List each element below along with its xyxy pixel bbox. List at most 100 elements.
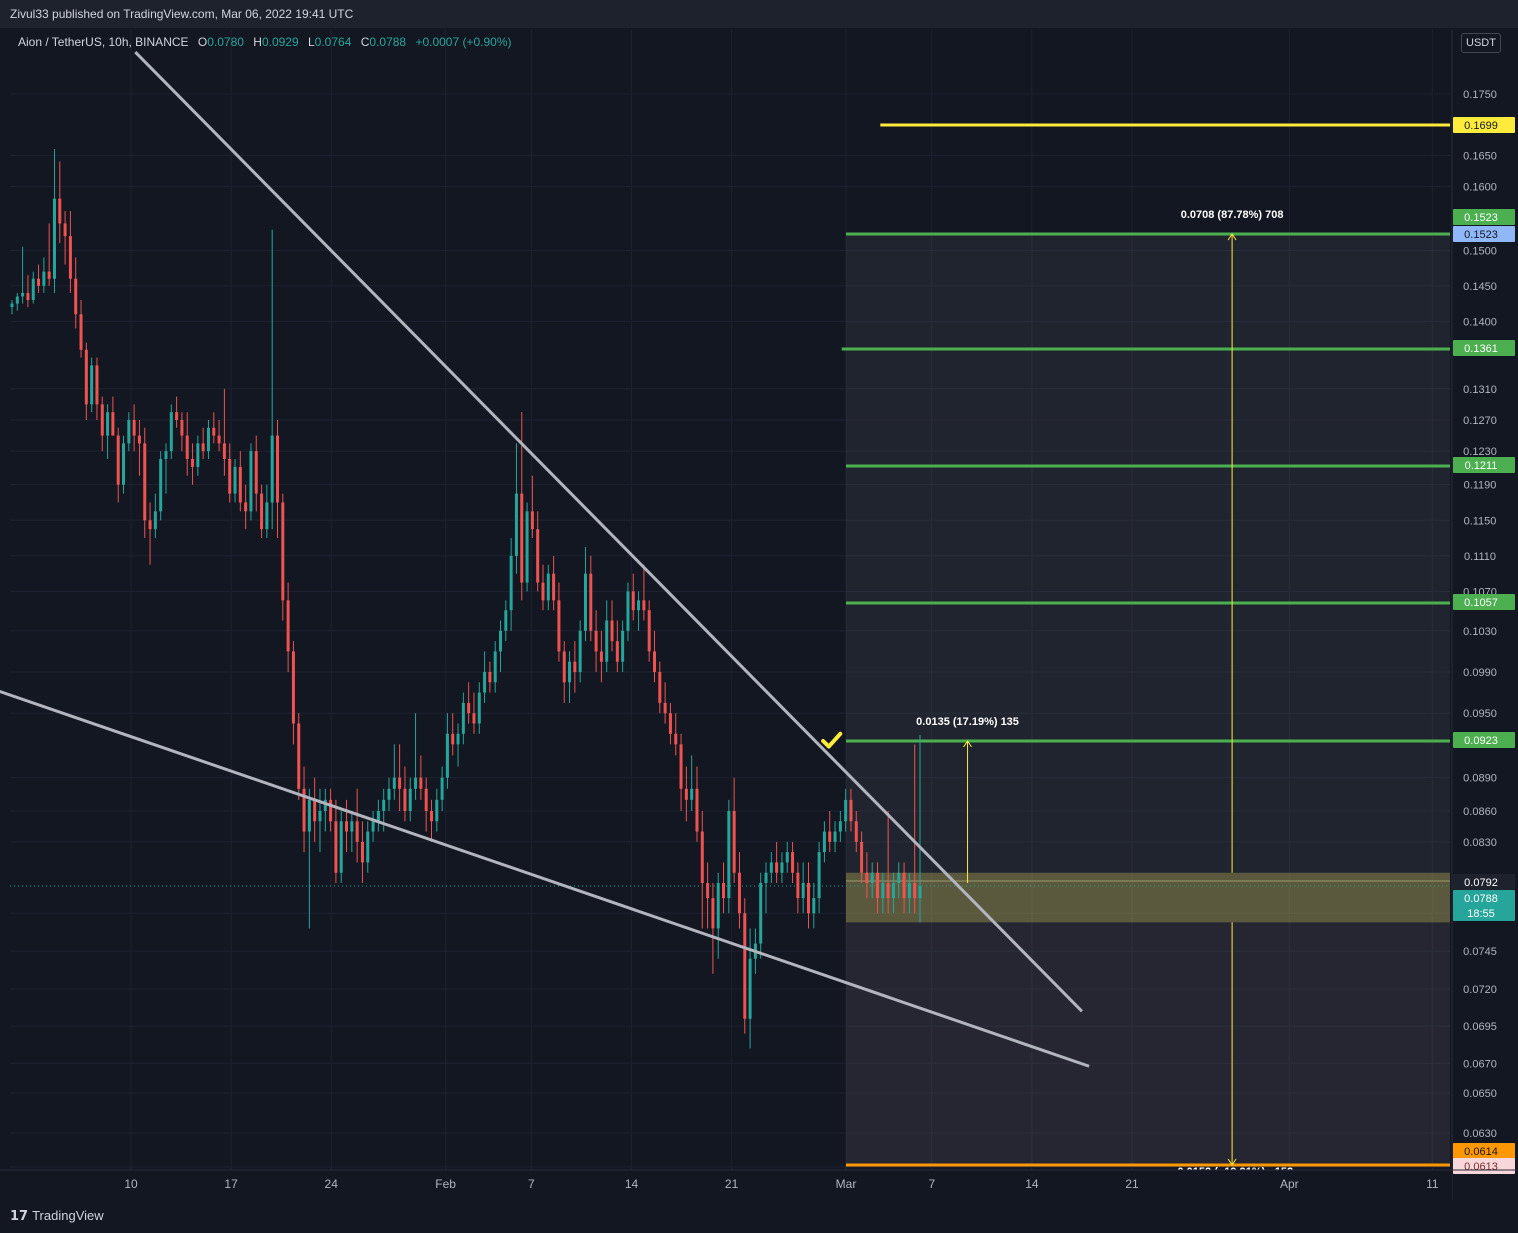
candle-body[interactable] <box>552 573 556 601</box>
candle-body[interactable] <box>90 365 94 405</box>
candle-body[interactable] <box>695 788 699 832</box>
candle-body[interactable] <box>456 733 460 745</box>
trendline[interactable] <box>0 687 1090 1068</box>
candle-body[interactable] <box>15 296 19 304</box>
candle-body[interactable] <box>881 883 885 899</box>
candle-body[interactable] <box>801 883 805 899</box>
candle-body[interactable] <box>642 600 646 611</box>
candle-body[interactable] <box>100 404 104 436</box>
candle-body[interactable] <box>275 435 279 503</box>
candle-body[interactable] <box>191 458 195 467</box>
candle-body[interactable] <box>514 493 518 556</box>
candle-body[interactable] <box>626 591 630 631</box>
candle-body[interactable] <box>84 349 88 405</box>
symbol-info[interactable]: Aion / TetherUS, 10h, BINANCE <box>18 35 189 49</box>
candle-body[interactable] <box>658 672 662 703</box>
candle-body[interactable] <box>483 672 487 693</box>
candle-body[interactable] <box>780 862 784 873</box>
candle-body[interactable] <box>891 883 895 899</box>
candle-body[interactable] <box>382 799 386 811</box>
candle-body[interactable] <box>10 303 14 308</box>
candle-body[interactable] <box>228 458 232 494</box>
candle-body[interactable] <box>58 198 62 224</box>
candle-body[interactable] <box>520 493 524 583</box>
candle-body[interactable] <box>137 435 141 444</box>
candle-body[interactable] <box>700 831 704 883</box>
candle-body[interactable] <box>806 883 810 914</box>
candle-body[interactable] <box>339 821 343 873</box>
candle-body[interactable] <box>392 777 396 789</box>
candle-body[interactable] <box>822 831 826 853</box>
candle-body[interactable] <box>499 630 503 652</box>
candle-body[interactable] <box>260 493 264 530</box>
candle-body[interactable] <box>472 713 476 724</box>
candle-body[interactable] <box>769 862 773 873</box>
candle-body[interactable] <box>111 412 115 436</box>
candle-body[interactable] <box>743 913 747 1019</box>
candle-body[interactable] <box>143 443 147 521</box>
candle-body[interactable] <box>509 555 513 611</box>
candle-body[interactable] <box>525 511 529 583</box>
candle-body[interactable] <box>876 872 880 899</box>
candle-body[interactable] <box>849 799 853 822</box>
candle-body[interactable] <box>95 365 99 405</box>
candle-body[interactable] <box>440 777 444 800</box>
candle-body[interactable] <box>445 733 449 778</box>
candle-body[interactable] <box>249 451 253 512</box>
candle-body[interactable] <box>451 733 455 745</box>
candle-body[interactable] <box>477 692 481 724</box>
trendline[interactable] <box>134 51 1084 1013</box>
candle-body[interactable] <box>254 451 258 494</box>
candle-body[interactable] <box>759 883 763 944</box>
candle-body[interactable] <box>812 898 816 914</box>
candle-body[interactable] <box>350 821 354 832</box>
candle-body[interactable] <box>897 872 901 883</box>
candle-body[interactable] <box>31 278 35 301</box>
candle-body[interactable] <box>387 788 391 800</box>
candle-body[interactable] <box>599 651 603 662</box>
candle-body[interactable] <box>557 600 561 652</box>
candle-body[interactable] <box>621 630 625 662</box>
candle-body[interactable] <box>159 458 163 512</box>
candle-body[interactable] <box>589 573 593 631</box>
candle-body[interactable] <box>886 883 890 899</box>
candle-body[interactable] <box>727 811 731 899</box>
candle-body[interactable] <box>302 788 306 832</box>
candle-body[interactable] <box>265 502 269 530</box>
candle-body[interactable] <box>610 620 614 642</box>
candle-body[interactable] <box>360 841 364 863</box>
candle-body[interactable] <box>913 883 917 899</box>
candle-body[interactable] <box>419 777 423 789</box>
candle-body[interactable] <box>47 271 51 279</box>
candle-body[interactable] <box>307 799 311 832</box>
candle-body[interactable] <box>817 852 821 899</box>
candle-body[interactable] <box>775 862 779 873</box>
candle-body[interactable] <box>637 600 641 611</box>
candle-body[interactable] <box>578 630 582 672</box>
candle-body[interactable] <box>647 610 651 652</box>
candle-body[interactable] <box>690 788 694 800</box>
candle-body[interactable] <box>791 852 795 873</box>
candle-body[interactable] <box>52 198 56 279</box>
candle-body[interactable] <box>684 788 688 800</box>
candle-body[interactable] <box>844 799 848 822</box>
candle-body[interactable] <box>175 412 179 420</box>
candle-body[interactable] <box>345 821 349 832</box>
candle-body[interactable] <box>711 898 715 929</box>
candle-body[interactable] <box>504 610 508 631</box>
currency-button[interactable]: USDT <box>1461 33 1501 53</box>
candle-body[interactable] <box>488 672 492 683</box>
candle-body[interactable] <box>424 788 428 811</box>
candle-body[interactable] <box>371 821 375 832</box>
candle-body[interactable] <box>233 466 237 494</box>
candle-body[interactable] <box>270 435 274 503</box>
candle-body[interactable] <box>164 451 168 459</box>
entry-zone[interactable] <box>846 872 1450 923</box>
candle-body[interactable] <box>122 443 126 485</box>
candle-body[interactable] <box>828 831 832 842</box>
candle-body[interactable] <box>153 511 157 530</box>
candle-body[interactable] <box>568 661 572 683</box>
candle-body[interactable] <box>493 651 497 683</box>
candle-body[interactable] <box>854 821 858 842</box>
candle-body[interactable] <box>376 811 380 822</box>
